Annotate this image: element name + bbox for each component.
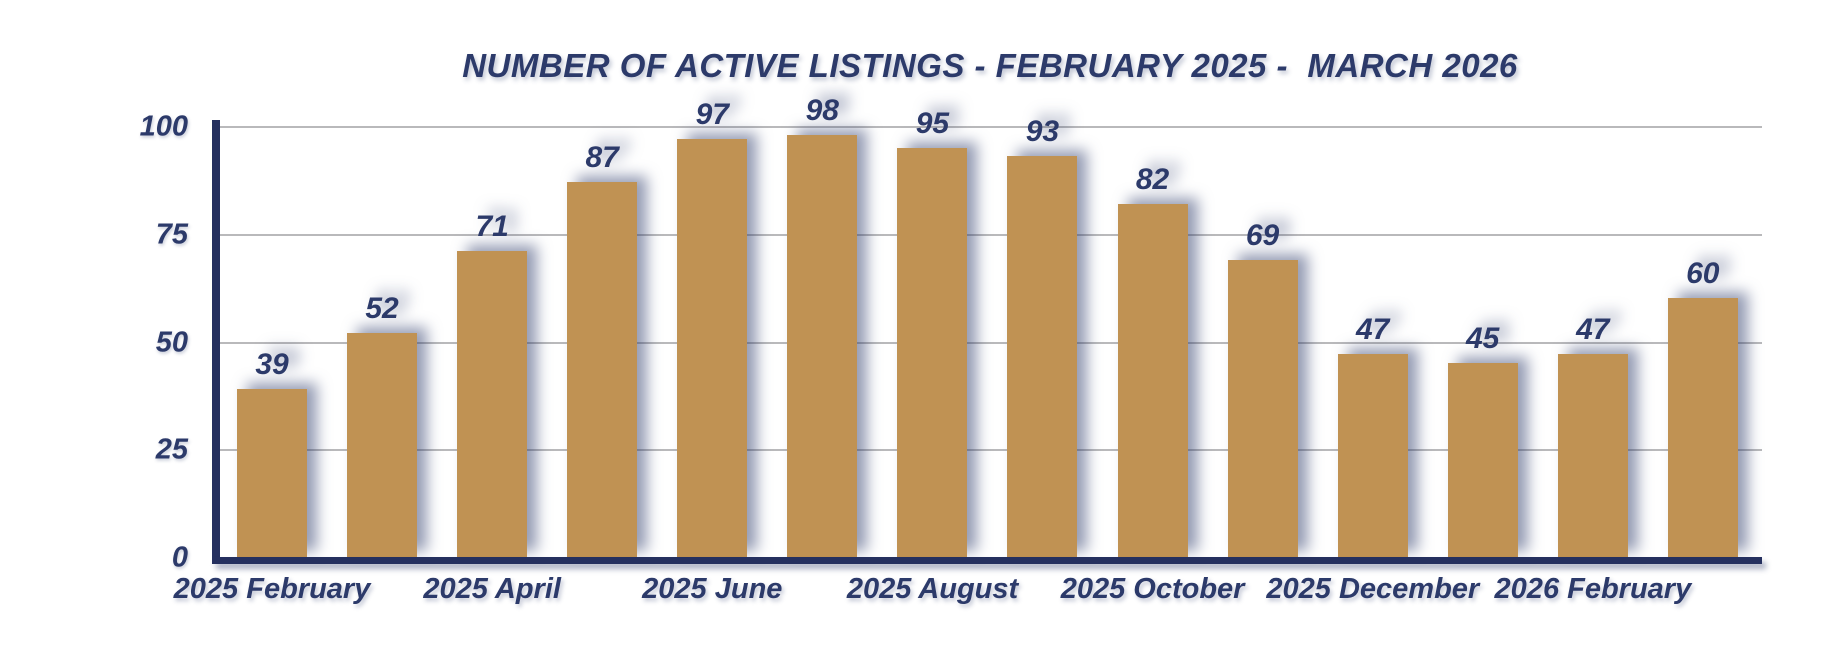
y-axis-labels: 0 25 50 75 100 bbox=[0, 0, 188, 668]
bar-value-label: 71 bbox=[475, 210, 509, 243]
x-tick-label-2: 2025 April bbox=[423, 573, 561, 605]
bar-value-label: 87 bbox=[585, 141, 619, 174]
x-tick-label-6: 2025 December bbox=[1266, 573, 1480, 605]
y-axis-line bbox=[212, 120, 220, 564]
bar-value-label: 39 bbox=[255, 347, 289, 381]
bar-3: 71 bbox=[457, 212, 528, 557]
bar-value-label: 47 bbox=[1576, 313, 1610, 347]
bar-1: 39 bbox=[237, 349, 307, 557]
y-tick-label-100: 100 bbox=[139, 110, 188, 143]
bar-11: 47 bbox=[1337, 315, 1408, 557]
bar-2: 52 bbox=[347, 293, 418, 557]
bar-value-label: 52 bbox=[365, 291, 399, 325]
x-tick-label-1: 2025 February bbox=[173, 573, 371, 605]
x-tick-label-7: 2026 February bbox=[1494, 573, 1692, 605]
bar-value-label: 98 bbox=[805, 93, 839, 127]
bar-7: 95 bbox=[897, 108, 968, 557]
bar-4: 87 bbox=[567, 143, 638, 557]
bar-8: 93 bbox=[1007, 117, 1078, 557]
bar-value-label: 82 bbox=[1135, 162, 1170, 196]
bar-value-label: 47 bbox=[1355, 313, 1390, 347]
gridline-y25 bbox=[218, 449, 1762, 452]
bar-13: 47 bbox=[1557, 315, 1628, 557]
gridline-y75 bbox=[218, 233, 1762, 236]
bar-5: 97 bbox=[677, 99, 748, 557]
x-tick-label-5: 2025 October bbox=[1060, 573, 1245, 605]
plot-area: 39 52 71 87 97 98 95 93 82 69 47 45 47 60 bbox=[218, 95, 1762, 557]
bar-value-label: 93 bbox=[1025, 115, 1060, 149]
y-tick-label-50: 50 bbox=[155, 326, 188, 358]
gridline-y50 bbox=[218, 341, 1762, 344]
x-tick-label-3: 2025 June bbox=[642, 573, 783, 605]
y-tick-label-25: 25 bbox=[155, 433, 188, 466]
x-tick-label-4: 2025 August bbox=[846, 573, 1019, 605]
gridline-y100 bbox=[218, 126, 1762, 128]
bar-14: 60 bbox=[1667, 259, 1738, 557]
bar-12: 45 bbox=[1447, 324, 1518, 557]
bar-6: 98 bbox=[787, 95, 858, 557]
bar-value-label: 60 bbox=[1686, 257, 1720, 291]
y-tick-label-75: 75 bbox=[155, 218, 188, 251]
bar-9: 82 bbox=[1117, 164, 1188, 557]
bar-value-label: 95 bbox=[915, 106, 950, 140]
x-axis-line bbox=[212, 557, 1762, 564]
bar-10: 69 bbox=[1227, 220, 1298, 557]
bar-value-label: 45 bbox=[1466, 322, 1500, 355]
bar-value-label: 97 bbox=[695, 97, 729, 131]
bars-container: 39 52 71 87 97 98 95 93 82 69 47 45 47 60 bbox=[218, 95, 1762, 557]
bar-value-label: 69 bbox=[1245, 218, 1280, 252]
y-tick-label-0: 0 bbox=[171, 541, 188, 574]
chart-title: NUMBER OF ACTIVE LISTINGS - FEBRUARY 202… bbox=[462, 47, 1518, 84]
